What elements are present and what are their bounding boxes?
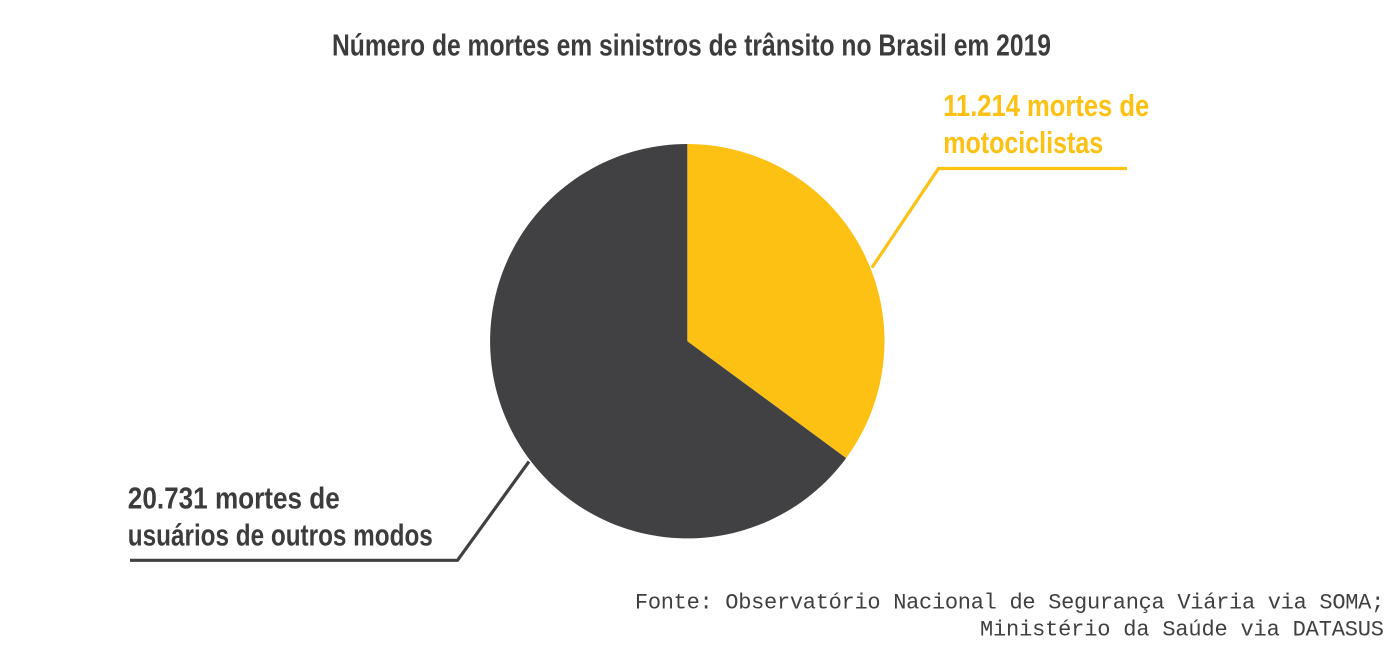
svg-text:usuários de outros modos: usuários de outros modos <box>128 518 433 553</box>
svg-text:Ministério da Saúde via DATASU: Ministério da Saúde via DATASUS <box>980 617 1384 642</box>
svg-text:20.731 mortes de: 20.731 mortes de <box>128 480 340 515</box>
svg-text:Número de mortes em sinistros: Número de mortes em sinistros de trânsit… <box>332 27 1051 62</box>
svg-text:Fonte: Observatório Nacional d: Fonte: Observatório Nacional de Seguranç… <box>635 590 1384 615</box>
svg-text:11.214 mortes de: 11.214 mortes de <box>943 88 1149 123</box>
svg-text:motociclistas: motociclistas <box>943 125 1103 160</box>
